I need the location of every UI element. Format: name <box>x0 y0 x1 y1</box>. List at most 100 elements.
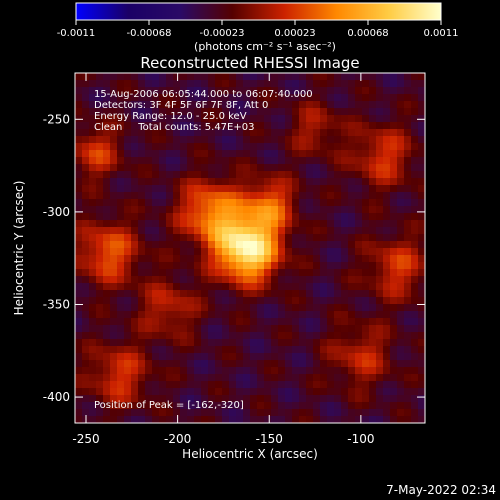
heatmap-cell <box>117 304 125 312</box>
heatmap-cell <box>362 409 370 417</box>
heatmap-cell <box>152 325 160 333</box>
heatmap-cell <box>292 234 300 242</box>
heatmap-cell <box>243 262 251 270</box>
heatmap-cell <box>250 199 258 207</box>
heatmap-cell <box>89 227 97 235</box>
heatmap-cell <box>180 143 188 151</box>
heatmap-cell <box>222 185 230 193</box>
heatmap-cell <box>131 143 139 151</box>
heatmap-cell <box>313 213 321 221</box>
heatmap-cell <box>404 164 412 172</box>
heatmap-cell <box>257 297 265 305</box>
heatmap-cell <box>208 199 216 207</box>
heatmap-cell <box>152 332 160 340</box>
heatmap-cell <box>152 297 160 305</box>
heatmap-cell <box>159 262 167 270</box>
heatmap-cell <box>299 318 307 326</box>
heatmap-cell <box>138 206 146 214</box>
heatmap-cell <box>369 290 377 298</box>
heatmap-cell <box>180 402 188 410</box>
heatmap-cell <box>299 311 307 319</box>
heatmap-cell <box>250 269 258 277</box>
heatmap-cell <box>390 262 398 270</box>
heatmap-cell <box>145 143 153 151</box>
heatmap-cell <box>257 388 265 396</box>
heatmap-cell <box>208 171 216 179</box>
heatmap-cell <box>278 94 286 102</box>
heatmap-cell <box>152 318 160 326</box>
heatmap-cell <box>215 171 223 179</box>
heatmap-cell <box>243 164 251 172</box>
heatmap-cell <box>383 220 391 228</box>
heatmap-cell <box>285 283 293 291</box>
heatmap-cell <box>285 395 293 403</box>
heatmap-cell <box>166 108 174 116</box>
heatmap-cell <box>341 150 349 158</box>
heatmap-cell <box>173 416 181 423</box>
heatmap-cell <box>96 283 104 291</box>
heatmap-cell <box>222 129 230 137</box>
heatmap-cell <box>152 171 160 179</box>
heatmap-cell <box>124 150 132 158</box>
heatmap-cell <box>418 283 425 291</box>
heatmap-cell <box>278 157 286 165</box>
heatmap-cell <box>313 360 321 368</box>
heatmap-cell <box>376 325 384 333</box>
heatmap-cell <box>411 283 419 291</box>
heatmap-cell <box>180 374 188 382</box>
heatmap-cell <box>131 388 139 396</box>
heatmap-cell <box>327 220 335 228</box>
heatmap-cell <box>390 143 398 151</box>
heatmap-cell <box>362 178 370 186</box>
heatmap-cell <box>222 122 230 130</box>
heatmap-cell <box>89 185 97 193</box>
heatmap-cell <box>411 374 419 382</box>
heatmap-cell <box>243 255 251 263</box>
heatmap-cell <box>411 346 419 354</box>
heatmap-cell <box>180 255 188 263</box>
heatmap-cell <box>320 290 328 298</box>
heatmap-cell <box>411 227 419 235</box>
heatmap-cell <box>306 276 314 284</box>
heatmap-cell <box>131 255 139 263</box>
heatmap-cell <box>166 388 174 396</box>
heatmap-cell <box>397 311 405 319</box>
heatmap-cell <box>250 339 258 347</box>
heatmap-cell <box>138 353 146 361</box>
heatmap-cell <box>341 409 349 417</box>
x-axis: -250 -200 -150 -100 <box>72 73 374 446</box>
heatmap-cell <box>131 213 139 221</box>
heatmap-cell <box>292 87 300 95</box>
heatmap-cell <box>103 129 111 137</box>
heatmap-cell <box>355 80 363 88</box>
heatmap-cell <box>285 409 293 417</box>
heatmap-cell <box>397 185 405 193</box>
heatmap-cell <box>264 332 272 340</box>
heatmap-cell <box>103 374 111 382</box>
heatmap-cell <box>243 115 251 123</box>
heatmap-cell <box>257 101 265 109</box>
heatmap-cell <box>243 325 251 333</box>
heatmap-cell <box>250 346 258 354</box>
heatmap-cell <box>75 213 83 221</box>
heatmap-cell <box>334 143 342 151</box>
heatmap-cell <box>138 374 146 382</box>
heatmap-cell <box>110 213 118 221</box>
heatmap-cell <box>89 241 97 249</box>
heatmap-cell <box>348 87 356 95</box>
heatmap-cell <box>159 409 167 417</box>
heatmap-cell <box>257 213 265 221</box>
heatmap-cell <box>152 73 160 81</box>
heatmap-cell <box>390 248 398 256</box>
heatmap-cell <box>334 276 342 284</box>
heatmap-cell <box>418 122 425 130</box>
heatmap-cell <box>152 283 160 291</box>
heatmap-cell <box>229 213 237 221</box>
heatmap-cell <box>96 339 104 347</box>
heatmap-cell <box>117 87 125 95</box>
heatmap-cell <box>250 304 258 312</box>
heatmap-cell <box>236 402 244 410</box>
heatmap-cell <box>299 143 307 151</box>
heatmap-cell <box>348 388 356 396</box>
heatmap-cell <box>362 206 370 214</box>
